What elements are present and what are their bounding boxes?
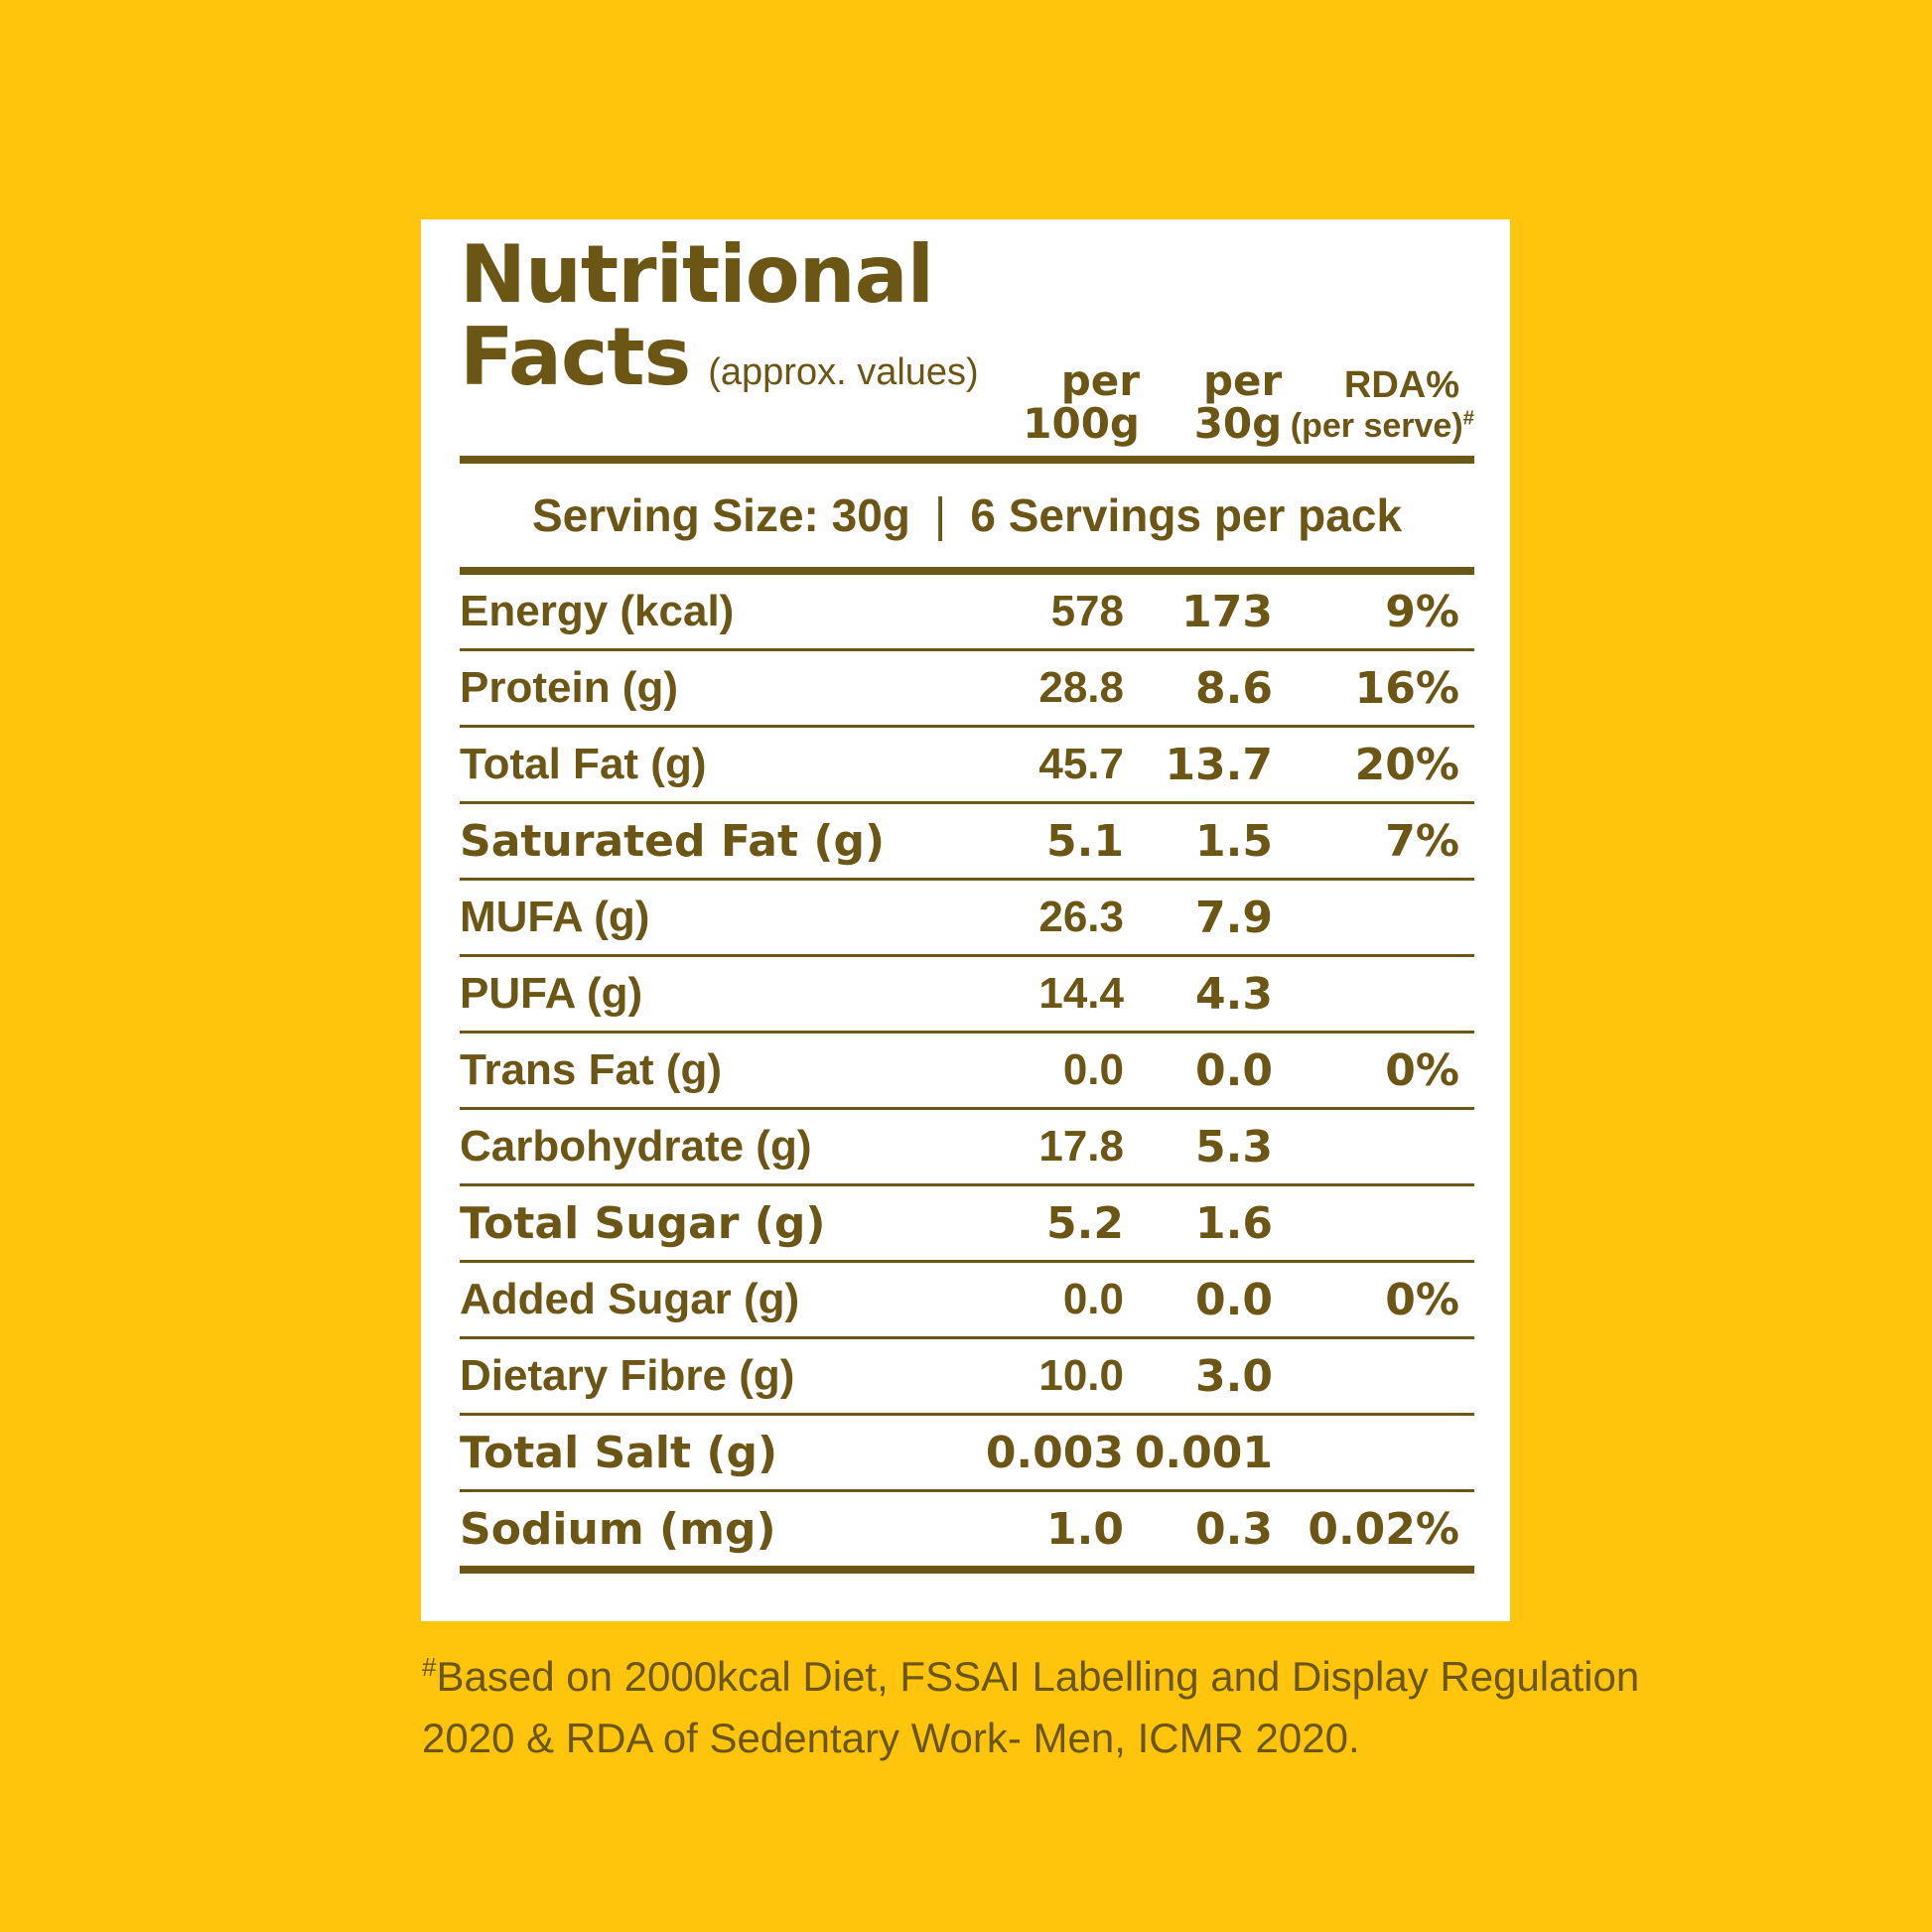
row-divider (460, 1336, 1474, 1339)
value-per-100g: 14.4 (1038, 969, 1124, 1018)
table-row-pufa: PUFA (g) 14.4 4.3 (460, 957, 1474, 1031)
footnote: #Based on 2000kcal Diet, FSSAI Labelling… (422, 1646, 1639, 1769)
value-per-30g: 0.0 (1195, 1274, 1273, 1325)
nutrient-label: Total Sugar (g) (460, 1197, 826, 1249)
nutrient-label: MUFA (g) (460, 893, 650, 941)
value-per-30g: 0.0 (1195, 1044, 1273, 1096)
nutrient-label: Protein (g) (460, 663, 678, 712)
page-title-line1: Nutritional (460, 228, 934, 321)
nutrient-label: PUFA (g) (460, 969, 643, 1018)
table-row-carbohydrate: Carbohydrate (g) 17.8 5.3 (460, 1110, 1474, 1183)
value-rda: 16% (1354, 662, 1459, 714)
row-divider (460, 1183, 1474, 1186)
table-bottom-divider (460, 1566, 1474, 1574)
row-divider (460, 801, 1474, 804)
value-rda: 0.02% (1308, 1503, 1459, 1555)
value-per-100g: 0.0 (1062, 1045, 1124, 1094)
value-per-30g: 0.001 (1134, 1427, 1273, 1478)
footnote-line1: #Based on 2000kcal Diet, FSSAI Labelling… (422, 1652, 1640, 1700)
nutrient-label: Sodium (mg) (460, 1503, 776, 1555)
table-row-mufa: MUFA (g) 26.3 7.9 (460, 881, 1474, 954)
nutrition-facts-card: Nutritional Facts (approx. values) per 1… (421, 219, 1510, 1621)
table-row-saturated-fat: Saturated Fat (g) 5.1 1.5 7% (460, 804, 1474, 878)
page-title-line2: Facts (460, 311, 691, 404)
nutrient-label: Energy (kcal) (460, 587, 735, 635)
row-divider (460, 1489, 1474, 1492)
column-header-rda: RDA% (per serve)# (1290, 364, 1474, 445)
serving-size-line: Serving Size: 30g | 6 Servings per pack (460, 464, 1474, 567)
value-per-30g: 5.3 (1195, 1121, 1273, 1173)
serving-size-text: Serving Size: 30g (531, 489, 910, 541)
value-per-30g: 4.3 (1195, 968, 1273, 1020)
row-divider (460, 878, 1474, 881)
value-per-30g: 1.6 (1195, 1197, 1273, 1249)
row-divider (460, 954, 1474, 957)
nutrient-label: Total Salt (g) (460, 1427, 778, 1478)
value-per-100g: 0.0 (1062, 1275, 1124, 1323)
value-per-100g: 5.1 (1046, 815, 1124, 867)
row-divider (460, 1413, 1474, 1416)
value-per-100g: 1.0 (1046, 1503, 1124, 1555)
value-per-100g: 5.2 (1046, 1197, 1124, 1249)
value-per-100g: 26.3 (1038, 893, 1124, 941)
table-row-total-salt: Total Salt (g) 0.003 0.001 (460, 1416, 1474, 1489)
nutrient-label: Trans Fat (g) (460, 1045, 723, 1094)
table-row-total-fat: Total Fat (g) 45.7 13.7 20% (460, 728, 1474, 801)
value-rda: 9% (1385, 586, 1459, 637)
title-block: Nutritional Facts (approx. values) (460, 228, 979, 404)
value-rda: 0% (1385, 1044, 1459, 1096)
value-per-30g: 13.7 (1165, 739, 1273, 790)
row-divider (460, 1107, 1474, 1110)
value-rda: 0% (1385, 1274, 1459, 1325)
table-row-dietary-fibre: Dietary Fibre (g) 10.0 3.0 (460, 1339, 1474, 1413)
row-divider (460, 1260, 1474, 1263)
value-per-100g: 10.0 (1038, 1351, 1124, 1400)
value-per-100g: 45.7 (1038, 740, 1124, 788)
value-per-30g: 1.5 (1195, 815, 1273, 867)
value-per-100g: 17.8 (1038, 1122, 1124, 1171)
footnote-line2: 2020 & RDA of Sedentary Work- Men, ICMR … (422, 1715, 1360, 1761)
servings-per-pack-text: 6 Servings per pack (970, 489, 1403, 541)
column-header-per-100g: per 100g (1023, 356, 1140, 449)
value-per-100g: 578 (1050, 587, 1124, 635)
value-per-100g: 28.8 (1038, 663, 1124, 712)
approx-values-note: (approx. values) (708, 351, 979, 394)
table-row-trans-fat: Trans Fat (g) 0.0 0.0 0% (460, 1034, 1474, 1107)
row-divider (460, 725, 1474, 728)
nutrient-label: Added Sugar (g) (460, 1275, 800, 1323)
table-row-sodium: Sodium (mg) 1.0 0.3 0.02% (460, 1492, 1474, 1566)
footnote-marker-ref: # (1462, 407, 1474, 430)
row-divider (460, 648, 1474, 651)
header-divider (460, 456, 1474, 464)
nutrient-label: Saturated Fat (g) (460, 815, 886, 867)
nutrient-label: Dietary Fibre (g) (460, 1351, 795, 1400)
table-row-energy: Energy (kcal) 578 173 9% (460, 575, 1474, 648)
value-per-30g: 7.9 (1195, 892, 1273, 943)
serving-separator: | (933, 488, 947, 542)
row-divider (460, 1031, 1474, 1034)
value-rda: 7% (1385, 815, 1459, 867)
column-header-per-30g: per 30g (1193, 356, 1283, 449)
value-per-30g: 0.3 (1195, 1503, 1273, 1555)
card-header: Nutritional Facts (approx. values) per 1… (460, 219, 1474, 456)
table-row-total-sugar: Total Sugar (g) 5.2 1.6 (460, 1186, 1474, 1260)
table-row-protein: Protein (g) 28.8 8.6 16% (460, 651, 1474, 725)
nutrient-label: Carbohydrate (g) (460, 1122, 812, 1171)
value-per-30g: 3.0 (1195, 1350, 1273, 1402)
value-per-30g: 8.6 (1195, 662, 1273, 714)
footnote-marker: # (422, 1652, 437, 1682)
value-rda: 20% (1354, 739, 1459, 790)
serving-divider (460, 567, 1474, 575)
value-per-100g: 0.003 (985, 1427, 1124, 1478)
table-row-added-sugar: Added Sugar (g) 0.0 0.0 0% (460, 1263, 1474, 1336)
value-per-30g: 173 (1181, 586, 1273, 637)
nutrient-label: Total Fat (g) (460, 740, 707, 788)
